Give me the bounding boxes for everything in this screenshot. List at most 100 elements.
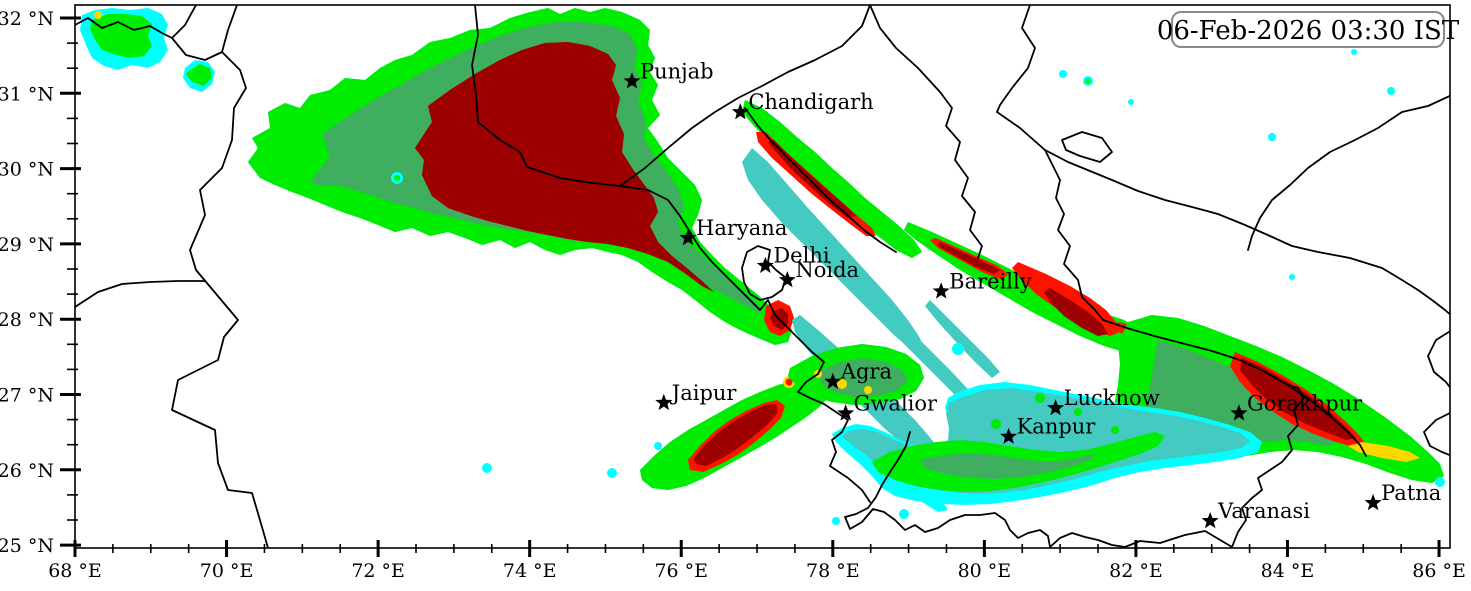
fog-region-east-darkred [1240, 358, 1356, 440]
x-tick-label: 68 °E [48, 560, 102, 582]
city-label: Kanpur [1017, 415, 1097, 439]
city-marker-haryana: Haryana [679, 216, 787, 246]
city-marker-kanpur: Kanpur [1000, 415, 1096, 444]
y-tick-label: 31 °N [0, 83, 54, 105]
border-line [1102, 319, 1367, 457]
border-line [996, 5, 1036, 113]
x-tick-label: 80 °E [958, 560, 1012, 582]
city-label: Delhi [773, 244, 830, 268]
border-line [744, 107, 897, 253]
fog-region-bottomband-sage [920, 452, 1098, 479]
border-line [741, 245, 787, 301]
border-line [996, 111, 1450, 316]
city-label: Bareilly [949, 269, 1032, 293]
border-line [171, 5, 197, 39]
city-label: Agra [840, 360, 892, 384]
axis-tick-labels: 68 °E 70 °E 72 °E 74 °E 76 °E 78 °E 80 °E 82 °E… [0, 8, 1466, 582]
border-line [1247, 94, 1450, 251]
fog-region-nw-darkred [415, 42, 714, 292]
timestamp-box: 06-Feb-2026 03:30 IST [1157, 11, 1460, 48]
star-icon [756, 256, 774, 273]
border-line [75, 17, 223, 61]
fog-fleck [785, 378, 793, 386]
city-label: Gwalior [854, 391, 938, 415]
city-marker-noida: Noida [778, 258, 859, 288]
city-label: Punjab [640, 59, 714, 83]
city-label: Patna [1381, 481, 1441, 505]
city-marker-jaipur: Jaipur [655, 381, 738, 411]
x-tick-label: 70 °E [200, 560, 254, 582]
y-tick-label: 27 °N [0, 385, 54, 407]
star-icon [1364, 493, 1382, 511]
star-icon [623, 72, 641, 89]
fog-region-foothill2-darkred-b [1044, 288, 1108, 336]
x-tick-label: 86 °E [1412, 560, 1466, 582]
map-frame [74, 4, 1451, 549]
x-tick-label: 84 °E [1261, 560, 1315, 582]
x-tick-label: 78 °E [806, 560, 860, 582]
star-icon [655, 393, 673, 411]
city-marker-varanasi: Varanasi [1201, 499, 1310, 529]
border-line [471, 5, 871, 503]
city-marker-lucknow: Lucknow [1047, 386, 1160, 416]
star-icon [837, 404, 855, 421]
star-icon [824, 372, 842, 389]
fog-fleck [1111, 426, 1119, 434]
star-icon [1201, 512, 1219, 529]
fog-fleck [1074, 408, 1082, 416]
fog-region-topleft2-green [186, 64, 212, 86]
y-tick-label: 25 °N [0, 535, 54, 557]
border-line [75, 280, 206, 308]
city-marker-gwalior: Gwalior [837, 391, 938, 421]
border-line [844, 431, 1051, 548]
star-icon [1047, 399, 1065, 416]
star-icon [778, 271, 796, 288]
x-tick-label: 76 °E [654, 560, 708, 582]
city-label: Chandigarh [748, 90, 873, 114]
star-icon [679, 228, 697, 246]
timestamp-frame [1171, 11, 1445, 48]
axis-ticks [60, 16, 1441, 557]
fog-fleck [991, 419, 1001, 429]
border-line [869, 5, 983, 259]
border-line [1049, 530, 1233, 548]
border-line [619, 5, 871, 187]
border-line [171, 5, 269, 548]
border-line [1044, 149, 1104, 321]
city-marker-chandigarh: Chandigarh [731, 90, 874, 120]
fog-specks [391, 49, 1445, 525]
border-lines [75, 5, 1450, 548]
y-tick-label: 28 °N [0, 309, 54, 331]
y-tick-label: 30 °N [0, 159, 54, 181]
x-tick-label: 82 °E [1109, 560, 1163, 582]
city-marker-gorakhpur: Gorakhpur [1230, 391, 1363, 421]
city-label: Lucknow [1064, 386, 1160, 410]
city-label: Haryana [696, 216, 787, 240]
fog-region-foothill1-green [742, 100, 922, 258]
y-tick-label: 32 °N [0, 8, 54, 30]
x-tick-label: 74 °E [503, 560, 557, 582]
fog-fleck [864, 386, 872, 394]
star-icon [932, 282, 950, 299]
fog-region-topleft-green [90, 14, 152, 58]
fog-region-gwalior-darkred [694, 404, 778, 466]
city-marker-patna: Patna [1364, 481, 1441, 511]
city-label: Varanasi [1217, 499, 1310, 523]
fog-streak [840, 265, 992, 422]
city-label: Jaipur [670, 381, 738, 405]
city-marker-delhi: Delhi [756, 244, 830, 273]
city-label: Gorakhpur [1247, 391, 1363, 415]
y-tick-label: 26 °N [0, 460, 54, 482]
fog-fleck-gold [1348, 442, 1420, 462]
fog-fleck [837, 379, 847, 389]
y-tick-label: 29 °N [0, 234, 54, 256]
fog-fleck [94, 11, 102, 19]
city-marker-punjab: Punjab [623, 59, 714, 89]
fog-fleck [1035, 393, 1045, 403]
x-tick-label: 72 °E [351, 560, 405, 582]
star-icon [1000, 427, 1018, 444]
